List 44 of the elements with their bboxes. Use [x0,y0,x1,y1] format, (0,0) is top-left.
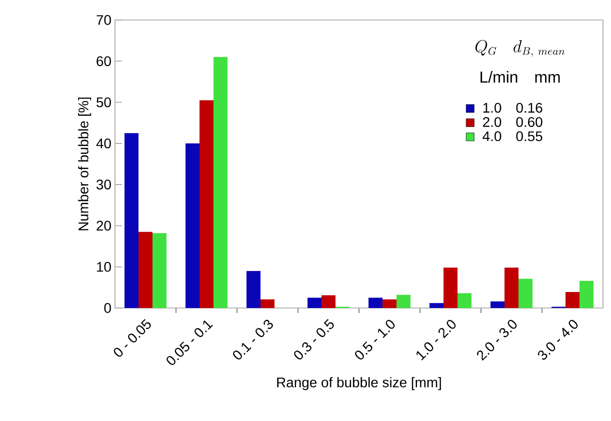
legend-label: 4.0 0.55 [482,131,542,142]
y-tick-label: 50 [96,97,111,108]
legend-label: 2.0 0.60 [483,117,542,127]
bar [504,268,518,308]
bar [382,299,396,308]
bar [214,57,228,308]
bar [186,143,200,308]
bar [490,301,504,308]
y-tick-label: 0 [104,303,111,313]
annotation: L/min mm [480,71,560,83]
bar [308,298,322,308]
bar [246,270,260,308]
legend-title: $Q_{G}\quad d_{B,\ mean}$ [475,40,565,57]
y-axis-title: Number of bubble [%] [78,98,92,230]
y-tick-label: 40 [96,138,111,148]
legend-label: 1.0 0.16 [483,102,542,113]
x-tick-label: 0.05 - 0.1 [166,320,213,365]
bar [322,295,336,308]
x-tick-label: 0.5 - 1.0 [355,320,395,360]
x-tick-label: 0 - 0.05 [114,319,151,357]
bar [124,133,138,308]
bar [565,292,580,308]
y-tick-label: 70 [96,15,111,25]
bar [518,278,532,308]
bar [396,294,410,308]
y-tick-label: 20 [96,220,111,231]
x-axis-title: Range of bubble size [mm] [277,377,441,390]
bar [368,298,382,308]
bar [200,100,214,308]
bar [579,280,594,308]
bar [443,268,458,308]
bar [138,232,152,308]
x-tick-label: 0.1 - 0.3 [233,320,273,360]
x-tick-label: 2.0 - 3.0 [477,320,517,361]
bar [458,293,472,308]
x-tick-label: 1.0 - 2.0 [416,320,456,360]
bar [260,299,274,308]
y-tick-label: 60 [96,56,111,66]
x-tick-label: 3.0 - 4.0 [538,320,578,360]
bar [152,233,166,308]
y-tick-label: 10 [97,262,111,272]
x-tick-label: 0.3 - 0.5 [294,319,334,360]
bar [429,303,444,308]
y-tick-label: 30 [96,180,111,190]
